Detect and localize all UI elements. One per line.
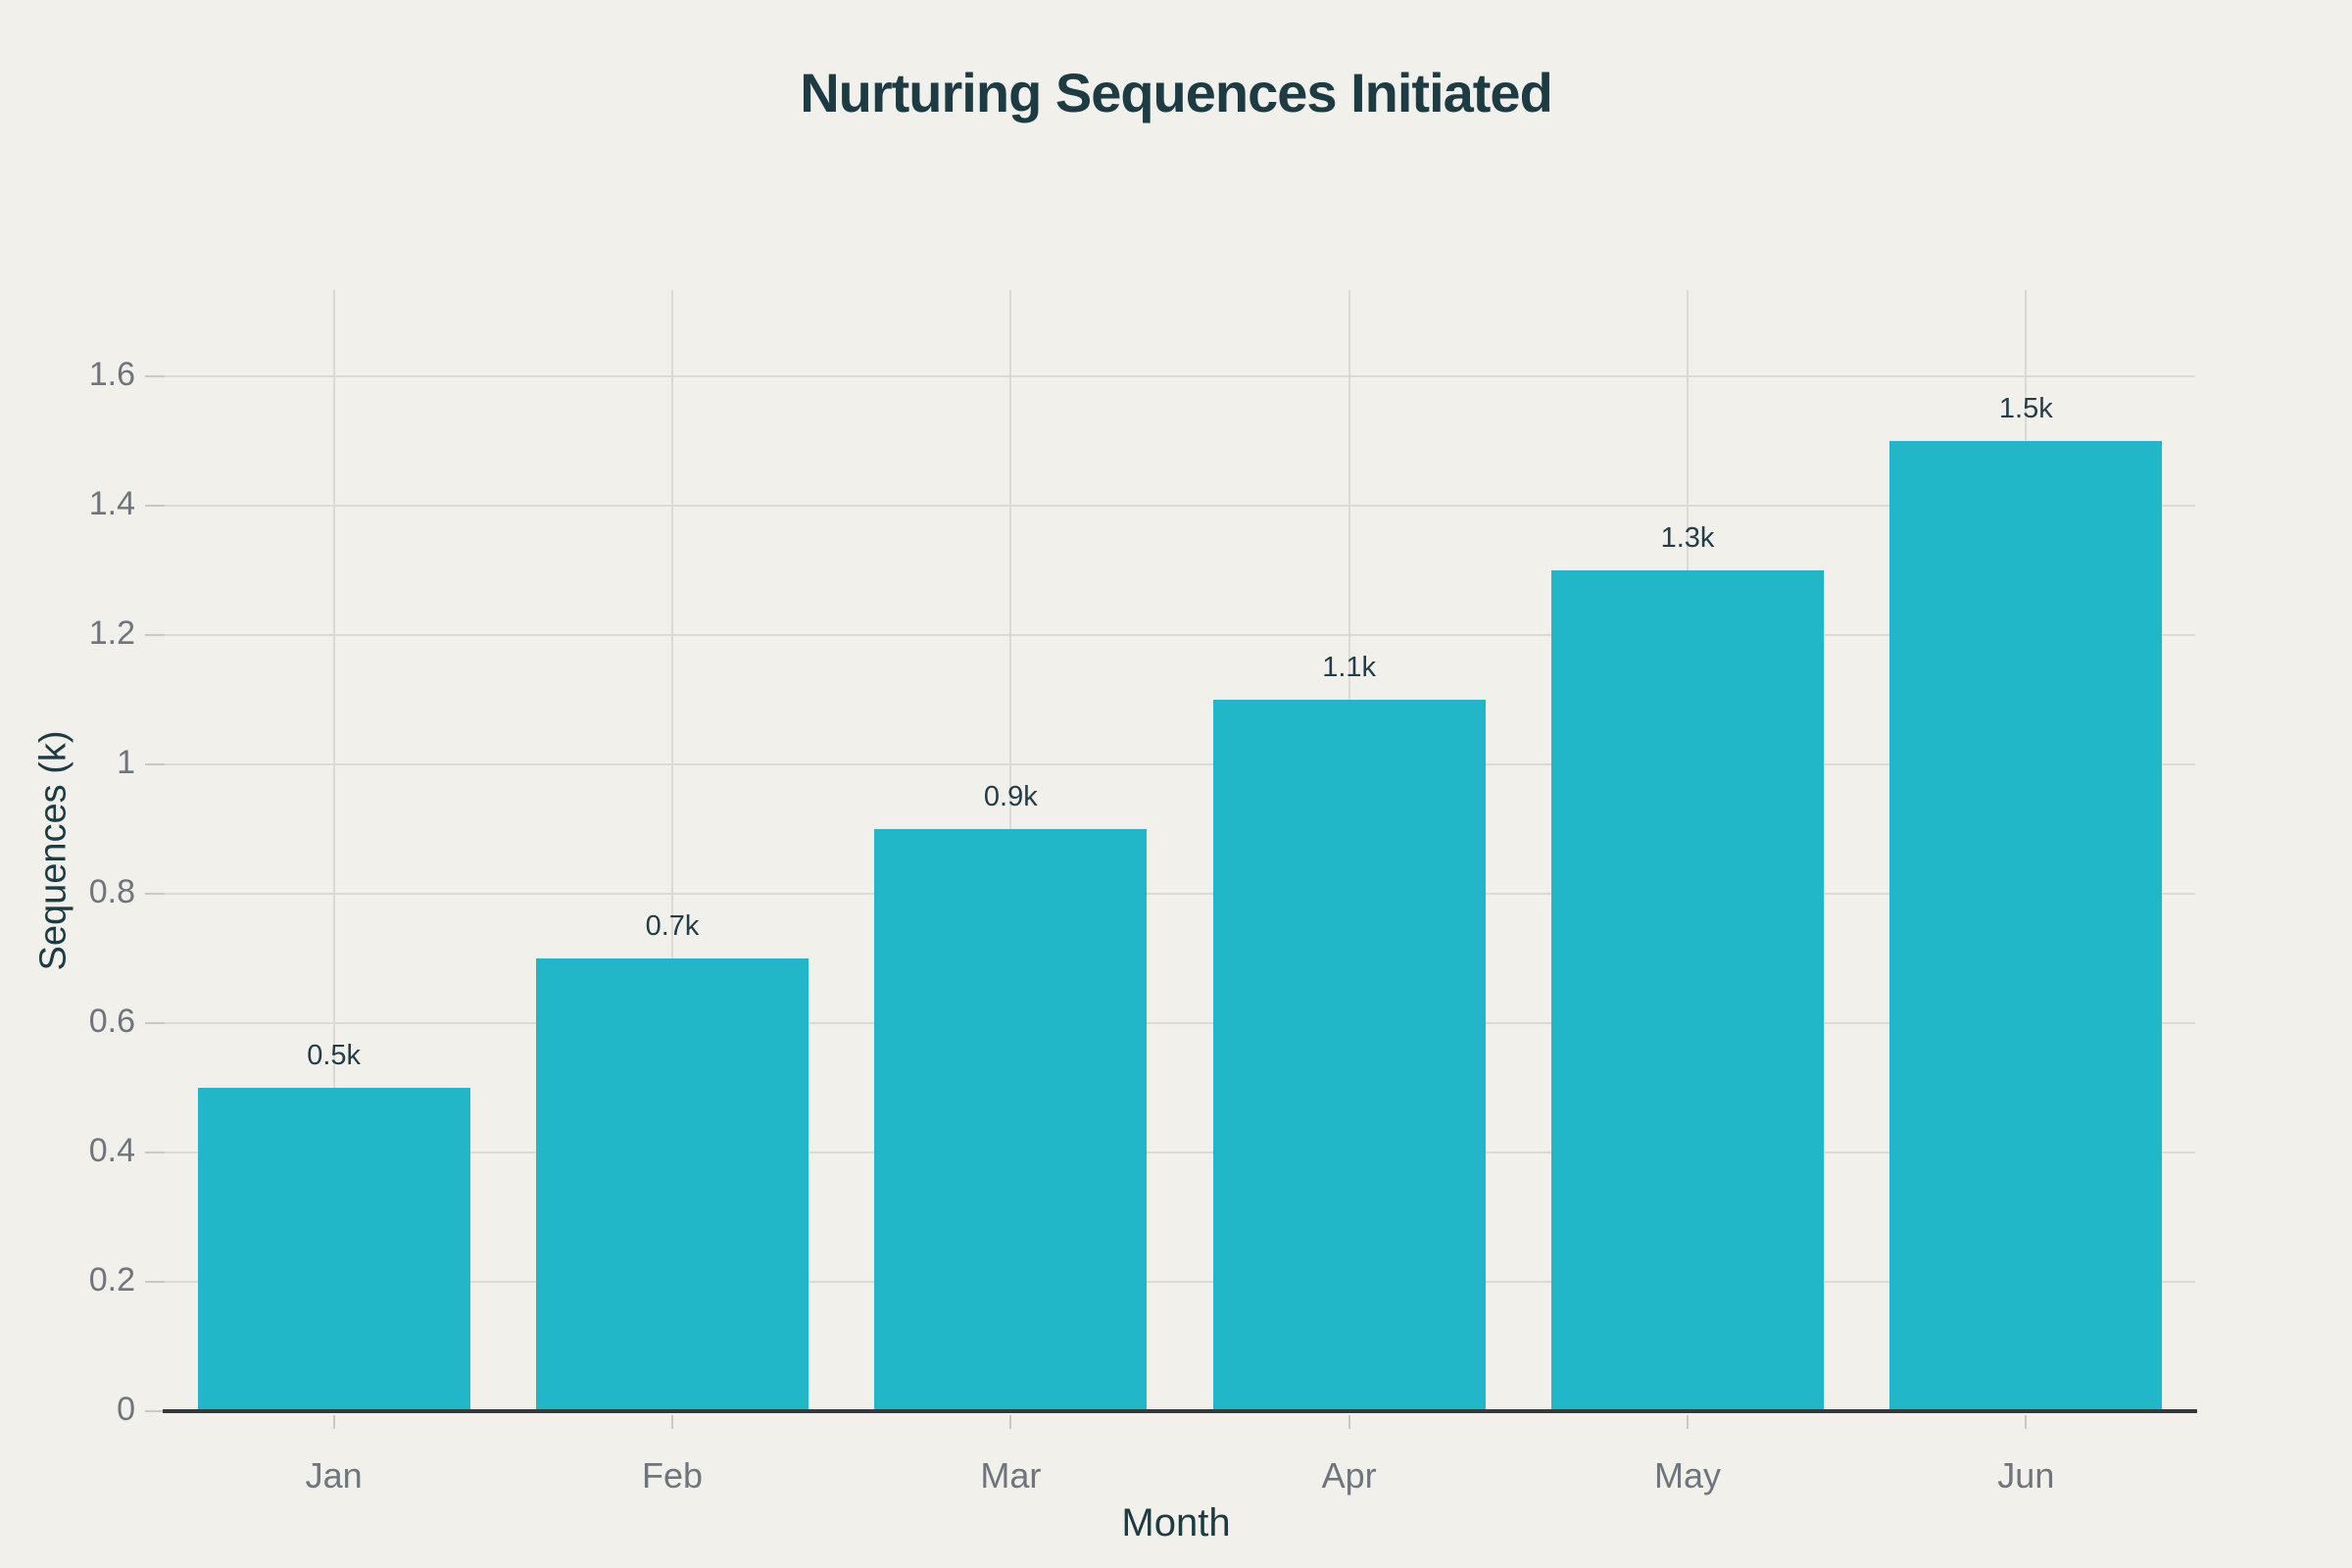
x-tick-label: Mar — [980, 1455, 1042, 1495]
bar-value-label: 1.5k — [1998, 393, 2053, 424]
y-tick-label: 0.2 — [88, 1261, 135, 1298]
bar-value-label: 0.9k — [983, 781, 1038, 812]
bar-jun — [1889, 441, 2163, 1411]
bar-value-label: 0.7k — [645, 910, 700, 942]
gridline-h — [165, 375, 2195, 377]
x-tick-mark — [2025, 1415, 2028, 1429]
y-tick-label: 1.4 — [88, 485, 135, 522]
x-axis-line — [163, 1409, 2197, 1413]
y-tick-label: 1.2 — [88, 614, 135, 652]
y-tick-mark — [145, 505, 165, 507]
bar-value-label: 0.5k — [307, 1040, 362, 1071]
y-tick-mark — [145, 1281, 165, 1283]
y-tick-mark — [145, 1022, 165, 1024]
y-tick-label: 0 — [117, 1391, 135, 1428]
x-tick-label: Jan — [305, 1455, 363, 1495]
bar-may — [1551, 570, 1824, 1411]
gridline-h — [165, 634, 2195, 636]
y-tick-mark — [145, 893, 165, 895]
y-tick-mark — [145, 1152, 165, 1153]
y-tick-mark — [145, 375, 165, 377]
y-tick-label: 0.4 — [88, 1132, 135, 1169]
y-tick-label: 1 — [117, 744, 135, 781]
gridline-h — [165, 763, 2195, 765]
y-tick-mark — [145, 1410, 165, 1412]
gridline-h — [165, 1022, 2195, 1024]
x-tick-label: Apr — [1321, 1455, 1377, 1495]
gridline-h — [165, 505, 2195, 507]
x-tick-label: May — [1653, 1455, 1721, 1495]
bar-mar — [874, 829, 1148, 1411]
x-axis-title: Month — [1121, 1501, 1231, 1544]
y-tick-mark — [145, 763, 165, 765]
x-tick-label: Feb — [641, 1455, 704, 1495]
y-tick-label: 1.6 — [88, 356, 135, 393]
bar-feb — [536, 958, 808, 1411]
x-tick-mark — [1009, 1415, 1012, 1429]
gridline-v — [671, 290, 673, 1411]
bar-value-label: 1.3k — [1660, 522, 1715, 554]
x-tick-mark — [1348, 1415, 1350, 1429]
bar-apr — [1212, 700, 1486, 1411]
gridline-h — [165, 1152, 2195, 1153]
y-tick-label: 0.8 — [88, 873, 135, 910]
gridline-v — [332, 290, 335, 1411]
gridline-h — [165, 1281, 2195, 1283]
y-tick-label: 0.6 — [88, 1003, 135, 1040]
x-tick-mark — [671, 1415, 673, 1429]
y-tick-mark — [145, 634, 165, 636]
chart-title: Nurturing Sequences Initiated — [800, 62, 1553, 123]
x-tick-mark — [332, 1415, 335, 1429]
bar-value-label: 1.1k — [1322, 652, 1377, 683]
x-tick-label: Jun — [1997, 1455, 2055, 1495]
bar-jan — [197, 1088, 470, 1411]
gridline-h — [165, 893, 2195, 895]
x-tick-mark — [1687, 1415, 1689, 1429]
